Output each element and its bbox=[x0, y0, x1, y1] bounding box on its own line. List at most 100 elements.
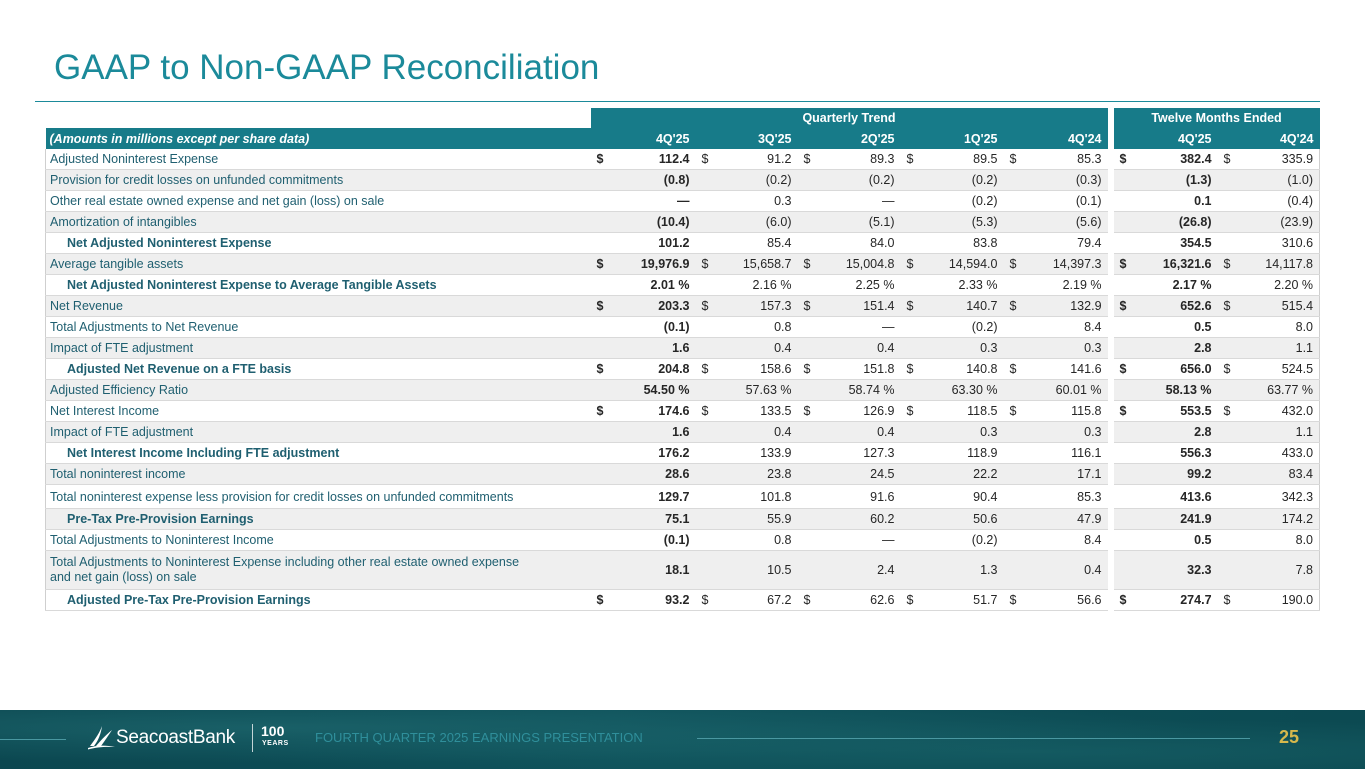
value-text: 354.5 bbox=[1180, 236, 1212, 250]
value-cell: 433.0 bbox=[1217, 442, 1321, 464]
value-text: 51.7 bbox=[973, 593, 998, 607]
row-label-text: Total noninterest income bbox=[50, 467, 186, 481]
percent-symbol: % bbox=[986, 383, 998, 397]
value-text: (0.4) bbox=[1287, 194, 1314, 208]
value-cell: $140.8 bbox=[900, 358, 1004, 380]
row-label-text: Adjusted Net Revenue on a FTE basis bbox=[67, 362, 292, 376]
currency-symbol: $ bbox=[803, 404, 811, 418]
value-cell: (0.2) bbox=[900, 190, 1004, 212]
value-text: (0.2) bbox=[868, 173, 895, 187]
value-text: 140.8 bbox=[966, 362, 998, 376]
value-cell: $89.3 bbox=[797, 149, 901, 170]
value-text: 0.4 bbox=[774, 341, 792, 355]
value-text: 93.2 bbox=[665, 593, 690, 607]
value-cell: $204.8 bbox=[590, 358, 696, 380]
value-text: 174.2 bbox=[1281, 512, 1314, 526]
value-text: 1.1 bbox=[1295, 425, 1314, 439]
value-cell: 22.2 bbox=[900, 463, 1004, 485]
quarterly-trend-header: Quarterly Trend bbox=[590, 108, 1108, 128]
value-text: 17.1 bbox=[1077, 467, 1102, 481]
value-text: 14,397.3 bbox=[1052, 257, 1102, 271]
currency-symbol: $ bbox=[1009, 257, 1017, 271]
value-cell: 2.33 % bbox=[900, 274, 1004, 296]
row-label-text: Net Revenue bbox=[50, 299, 123, 313]
table-row: Other real estate owned expense and net … bbox=[45, 190, 1321, 212]
reconciliation-table: Quarterly Trend Twelve Months Ended (Amo… bbox=[45, 108, 1321, 611]
value-cell: $432.0 bbox=[1217, 400, 1321, 422]
value-cell: 0.4 bbox=[695, 337, 798, 359]
row-label: Total Adjustments to Noninterest Income bbox=[45, 529, 591, 551]
percent-symbol: % bbox=[883, 278, 895, 292]
column-header: 4Q'24 bbox=[1003, 128, 1108, 149]
row-label-text: Amortization of intangibles bbox=[50, 215, 197, 229]
value-text: 133.5 bbox=[760, 404, 792, 418]
value-cell: — bbox=[797, 316, 901, 338]
value-text: 2.8 bbox=[1194, 425, 1212, 439]
value-cell: (5.1) bbox=[797, 211, 901, 233]
value-cell: $51.7 bbox=[900, 589, 1004, 611]
value-text: 127.3 bbox=[863, 446, 895, 460]
row-label-text: Net Interest Income Including FTE adjust… bbox=[67, 446, 340, 460]
currency-symbol: $ bbox=[701, 362, 709, 376]
currency-symbol: $ bbox=[906, 257, 914, 271]
row-label: Net Interest Income Including FTE adjust… bbox=[45, 442, 591, 464]
percent-symbol: % bbox=[1301, 383, 1314, 397]
value-text: 0.3 bbox=[1084, 341, 1102, 355]
value-text: 0.3 bbox=[980, 425, 998, 439]
value-text: 0.8 bbox=[774, 320, 792, 334]
value-cell: 91.6 bbox=[797, 484, 901, 509]
table-header: Quarterly Trend Twelve Months Ended (Amo… bbox=[45, 108, 1320, 149]
value-text: 335.9 bbox=[1281, 152, 1314, 166]
table-row: Net Interest Income Including FTE adjust… bbox=[45, 442, 1321, 464]
value-cell: (5.3) bbox=[900, 211, 1004, 233]
footer: SeacoastBank 100 YEARS FOURTH QUARTER 20… bbox=[0, 710, 1365, 769]
value-cell: 2.8 bbox=[1113, 337, 1218, 359]
value-cell: 63.77 % bbox=[1217, 379, 1321, 401]
value-text: (0.2) bbox=[971, 173, 998, 187]
currency-symbol: $ bbox=[1223, 299, 1231, 313]
percent-symbol: % bbox=[1200, 383, 1212, 397]
value-text: 432.0 bbox=[1281, 404, 1314, 418]
row-label-text: Total Adjustments to Noninterest Income bbox=[50, 533, 274, 547]
table-row: Adjusted Efficiency Ratio 54.50 % 57.63 % 5… bbox=[45, 379, 1321, 401]
value-text: 83.4 bbox=[1288, 467, 1314, 481]
column-gap bbox=[1107, 529, 1114, 551]
value-text: (5.6) bbox=[1075, 215, 1102, 229]
value-text: — bbox=[882, 194, 895, 208]
value-cell: 0.8 bbox=[695, 316, 798, 338]
column-gap bbox=[1107, 379, 1114, 401]
percent-symbol: % bbox=[883, 383, 895, 397]
currency-symbol: $ bbox=[1009, 299, 1017, 313]
value-cell: 0.4 bbox=[797, 337, 901, 359]
value-text: 126.9 bbox=[863, 404, 895, 418]
table-row: Average tangible assets $19,976.9 $15,658.… bbox=[45, 253, 1321, 275]
column-gap bbox=[1107, 149, 1114, 170]
value-cell: 2.20 % bbox=[1217, 274, 1321, 296]
value-text: 91.2 bbox=[767, 152, 792, 166]
column-header-row: (Amounts in millions except per share da… bbox=[45, 128, 1320, 149]
value-cell: $158.6 bbox=[695, 358, 798, 380]
percent-symbol: % bbox=[1090, 278, 1102, 292]
row-label-text: Adjusted Efficiency Ratio bbox=[50, 383, 189, 397]
header-spacer bbox=[45, 108, 591, 128]
column-gap bbox=[1107, 589, 1114, 611]
currency-symbol: $ bbox=[803, 152, 811, 166]
value-cell: 2.8 bbox=[1113, 421, 1218, 443]
value-cell: — bbox=[590, 190, 696, 212]
value-cell: $85.3 bbox=[1003, 149, 1108, 170]
value-cell: $14,397.3 bbox=[1003, 253, 1108, 275]
row-label: Total noninterest income bbox=[45, 463, 591, 485]
currency-symbol: $ bbox=[701, 299, 709, 313]
value-text: 0.1 bbox=[1194, 194, 1212, 208]
row-label: Impact of FTE adjustment bbox=[45, 337, 591, 359]
value-text: 132.9 bbox=[1070, 299, 1102, 313]
currency-symbol: $ bbox=[596, 362, 604, 376]
column-gap bbox=[1107, 400, 1114, 422]
column-gap bbox=[1107, 169, 1114, 191]
currency-symbol: $ bbox=[803, 362, 811, 376]
column-header: 4Q'25 bbox=[590, 128, 696, 149]
value-text: 75.1 bbox=[665, 512, 690, 526]
column-gap bbox=[1107, 463, 1114, 485]
row-label-text: Provision for credit losses on unfunded … bbox=[50, 173, 344, 187]
row-label-text: Impact of FTE adjustment bbox=[50, 341, 194, 355]
